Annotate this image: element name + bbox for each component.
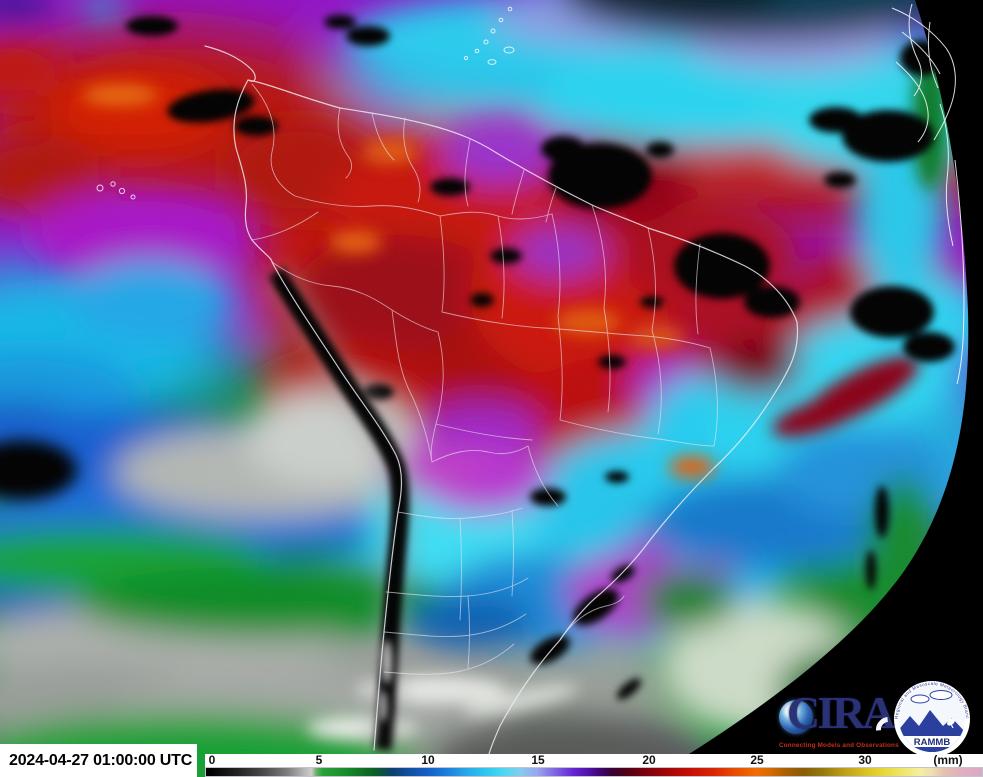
colorbar-tick: 30	[858, 753, 872, 767]
country-borders	[251, 83, 718, 675]
earth-globe-icon	[779, 700, 813, 734]
galapagos-islands	[96, 181, 136, 200]
africa-borders	[891, 3, 965, 385]
colorbar-gradient	[205, 767, 983, 777]
cloud-icon	[929, 690, 953, 700]
rammb-badge: RAMMB Regional and Mesoscale Meteorology…	[892, 676, 971, 758]
colorbar-labels: 0 5 10 15 20 25 30 (mm)	[205, 754, 983, 767]
colorbar-tick: 10	[421, 753, 435, 767]
timestamp-text: 2024-04-27 01:00:00 UTC	[9, 751, 193, 769]
colorbar-unit: (mm)	[933, 753, 963, 767]
cira-wordmark: CIRA	[787, 687, 896, 738]
colorbar-tick: 20	[642, 753, 656, 767]
rammb-wordmark: RAMMB	[914, 737, 951, 748]
cloud-icon	[910, 694, 930, 704]
colorbar-legend: 0 5 10 15 20 25 30 (mm)	[205, 754, 983, 777]
cira-tagline: Connecting Models and Observations	[779, 742, 899, 749]
cira-logo: CIRA Connecting Models and Observations	[779, 687, 907, 755]
colorbar-tick: 5	[315, 753, 323, 767]
earth-limb	[652, 0, 983, 777]
satellite-dish-icon	[947, 718, 955, 726]
rammb-badge-icon: RAMMB Regional and Mesoscale Meteorology…	[892, 676, 970, 757]
colorbar-tick: 25	[750, 753, 764, 767]
timestamp-label: 2024-04-27 01:00:00 UTC	[0, 744, 197, 777]
coastline	[204, 45, 799, 763]
antilles-islands	[463, 6, 515, 65]
colorbar-tick: 0	[208, 753, 216, 767]
colorbar-tick: 15	[531, 753, 545, 767]
